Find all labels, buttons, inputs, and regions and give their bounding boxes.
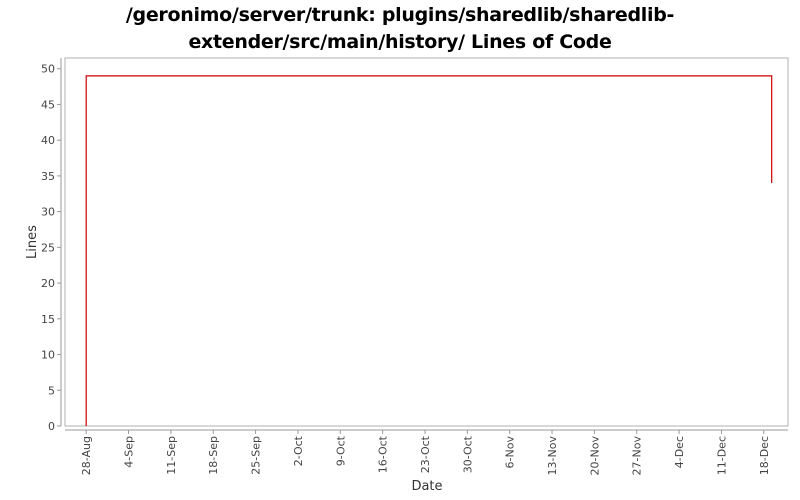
series-layer [85,75,773,427]
y-tick-label: 20 [41,277,55,290]
y-tick-label: 30 [41,206,55,219]
x-tick-label: 30-Oct [461,435,474,473]
y-tick-label: 15 [41,313,55,326]
y-tick-label: 40 [41,134,55,147]
y-tick-label: 50 [41,63,55,76]
x-tick-label: 6-Nov [504,436,517,469]
x-tick-label: 27-Nov [631,436,644,476]
x-tick-label: 25-Sep [250,436,263,475]
x-tick-label: 28-Aug [80,436,93,475]
y-tick-label: 0 [48,420,55,433]
y-tick-label: 35 [41,170,55,183]
x-tick-label: 4-Dec [673,436,686,468]
x-axis-title: Date [411,479,442,494]
x-tick-label: 4-Sep [123,436,136,468]
x-tick-label: 16-Oct [377,435,390,473]
y-axis: 0 5 10 15 20 25 30 35 40 45 50 [41,58,62,433]
y-tick-label: 45 [41,98,55,111]
y-tick-label: 25 [41,241,55,254]
x-tick-label: 18-Dec [758,436,771,475]
x-tick-label: 23-Oct [419,435,432,473]
chart-title-line2: extender/src/main/history/ Lines of Code [188,31,612,53]
x-tick-label: 13-Nov [546,436,559,476]
x-tick-label: 9-Oct [334,435,347,466]
series-line [85,75,773,426]
chart-title-line1: /geronimo/server/trunk: plugins/sharedli… [125,4,675,26]
chart-title: /geronimo/server/trunk: plugins/sharedli… [0,2,800,56]
y-tick-label: 5 [48,384,55,397]
x-tick-label: 20-Nov [588,436,601,476]
y-tick-label: 10 [41,349,55,362]
x-tick-label: 11-Sep [165,436,178,475]
x-tick-label: 2-Oct [292,435,305,466]
y-axis-title: Lines [25,225,40,259]
x-axis: 28-Aug 4-Sep 11-Sep 18-Sep 25-Sep 2-Oct 9-Oct 1… [65,429,788,476]
x-tick-label: 18-Sep [207,436,220,475]
plot-area [64,57,789,427]
x-tick-label: 11-Dec [715,436,728,475]
